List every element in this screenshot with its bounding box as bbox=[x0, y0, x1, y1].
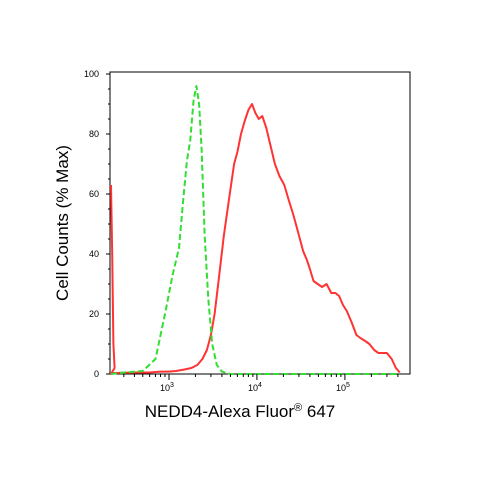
y-tick-label: 80 bbox=[89, 129, 99, 139]
y-tick-label: 100 bbox=[84, 69, 99, 79]
y-tick-label: 20 bbox=[89, 309, 99, 319]
x-axis-title: NEDD4-Alexa Fluor® 647 bbox=[145, 402, 335, 421]
series-line-1 bbox=[110, 103, 401, 375]
x-axis-title-suffix: 647 bbox=[302, 402, 335, 421]
y-tick-label: 0 bbox=[94, 369, 99, 379]
x-axis-title-main: NEDD4-Alexa Fluor bbox=[145, 402, 295, 421]
y-axis: 0 20 40 60 80 100 bbox=[84, 69, 110, 379]
x-axis-title-superscript: ® bbox=[294, 402, 302, 414]
y-tick-label: 40 bbox=[89, 249, 99, 259]
y-tick-label: 60 bbox=[89, 189, 99, 199]
x-tick-label: 103 bbox=[160, 382, 174, 393]
series-line-2 bbox=[110, 85, 400, 375]
x-tick-label: 105 bbox=[336, 382, 350, 393]
x-tick-label: 104 bbox=[248, 382, 262, 393]
series-curves bbox=[110, 85, 401, 375]
x-axis: 103 104 105 bbox=[123, 374, 399, 393]
y-axis-title: Cell Counts (% Max) bbox=[53, 145, 72, 301]
